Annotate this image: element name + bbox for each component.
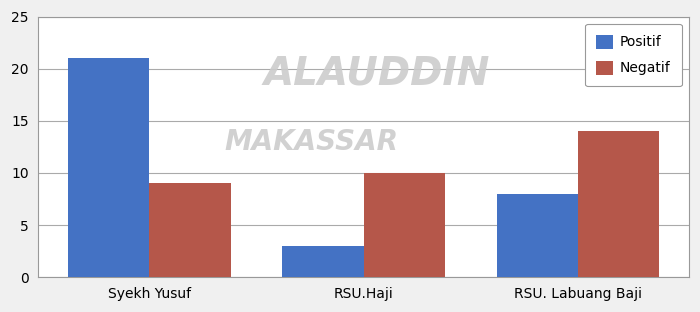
Bar (282, 246, 364, 277)
Bar (364, 173, 445, 277)
Text: MAKASSAR: MAKASSAR (225, 128, 398, 156)
Text: ALAUDDIN: ALAUDDIN (263, 55, 490, 93)
Legend: Positif, Negatif: Positif, Negatif (585, 23, 682, 86)
Bar (68, 58, 149, 277)
Bar (149, 183, 231, 277)
Bar (578, 131, 659, 277)
Bar (496, 194, 578, 277)
